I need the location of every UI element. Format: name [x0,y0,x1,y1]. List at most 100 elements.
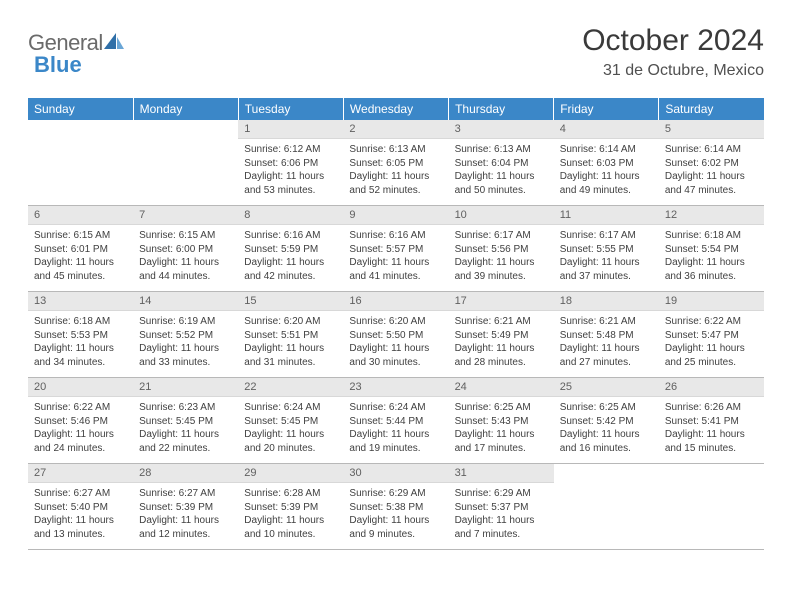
day-body: Sunrise: 6:26 AMSunset: 5:41 PMDaylight:… [659,397,764,463]
day-number: 30 [343,464,448,483]
daylight-text: Daylight: 11 hours and 42 minutes. [244,256,337,283]
day-number: 27 [28,464,133,483]
sunrise-text: Sunrise: 6:25 AM [455,401,548,415]
calendar-cell: 16Sunrise: 6:20 AMSunset: 5:50 PMDayligh… [343,292,448,378]
daylight-text: Daylight: 11 hours and 44 minutes. [139,256,232,283]
day-body: Sunrise: 6:20 AMSunset: 5:51 PMDaylight:… [238,311,343,377]
sunrise-text: Sunrise: 6:12 AM [244,143,337,157]
sunrise-text: Sunrise: 6:22 AM [665,315,758,329]
calendar-cell: . [659,464,764,550]
day-body: Sunrise: 6:21 AMSunset: 5:49 PMDaylight:… [449,311,554,377]
sunset-text: Sunset: 5:41 PM [665,415,758,429]
sunrise-text: Sunrise: 6:26 AM [665,401,758,415]
location-label: 31 de Octubre, Mexico [582,62,764,80]
header: General October 2024 31 de Octubre, Mexi… [28,24,764,80]
sunset-text: Sunset: 6:00 PM [139,243,232,257]
sunset-text: Sunset: 5:43 PM [455,415,548,429]
day-number: 23 [343,378,448,397]
day-body: Sunrise: 6:22 AMSunset: 5:47 PMDaylight:… [659,311,764,377]
day-body: Sunrise: 6:17 AMSunset: 5:55 PMDaylight:… [554,225,659,291]
day-number: 15 [238,292,343,311]
day-number: 16 [343,292,448,311]
page: General October 2024 31 de Octubre, Mexi… [0,0,792,574]
day-number: 7 [133,206,238,225]
day-body: Sunrise: 6:22 AMSunset: 5:46 PMDaylight:… [28,397,133,463]
day-body: Sunrise: 6:24 AMSunset: 5:45 PMDaylight:… [238,397,343,463]
logo-text-blue: Blue [34,52,82,78]
daylight-text: Daylight: 11 hours and 10 minutes. [244,514,337,541]
day-number: 18 [554,292,659,311]
daylight-text: Daylight: 11 hours and 20 minutes. [244,428,337,455]
sunset-text: Sunset: 5:57 PM [349,243,442,257]
sunset-text: Sunset: 5:59 PM [244,243,337,257]
day-number: 3 [449,120,554,139]
calendar-cell: 18Sunrise: 6:21 AMSunset: 5:48 PMDayligh… [554,292,659,378]
sunset-text: Sunset: 5:40 PM [34,501,127,515]
sunset-text: Sunset: 6:02 PM [665,157,758,171]
calendar-cell: 30Sunrise: 6:29 AMSunset: 5:38 PMDayligh… [343,464,448,550]
day-body: Sunrise: 6:15 AMSunset: 6:01 PMDaylight:… [28,225,133,291]
calendar-cell: 23Sunrise: 6:24 AMSunset: 5:44 PMDayligh… [343,378,448,464]
sunset-text: Sunset: 5:46 PM [34,415,127,429]
sunset-text: Sunset: 5:52 PM [139,329,232,343]
daylight-text: Daylight: 11 hours and 53 minutes. [244,170,337,197]
day-body: Sunrise: 6:23 AMSunset: 5:45 PMDaylight:… [133,397,238,463]
day-number: 6 [28,206,133,225]
calendar-cell: 24Sunrise: 6:25 AMSunset: 5:43 PMDayligh… [449,378,554,464]
sunset-text: Sunset: 6:03 PM [560,157,653,171]
daylight-text: Daylight: 11 hours and 47 minutes. [665,170,758,197]
sunrise-text: Sunrise: 6:13 AM [455,143,548,157]
day-number: 29 [238,464,343,483]
calendar-week: 13Sunrise: 6:18 AMSunset: 5:53 PMDayligh… [28,292,764,378]
day-body: Sunrise: 6:25 AMSunset: 5:42 PMDaylight:… [554,397,659,463]
day-number: 1 [238,120,343,139]
calendar-cell: 22Sunrise: 6:24 AMSunset: 5:45 PMDayligh… [238,378,343,464]
sunrise-text: Sunrise: 6:20 AM [349,315,442,329]
sunrise-text: Sunrise: 6:29 AM [349,487,442,501]
calendar-cell: . [554,464,659,550]
day-number: 12 [659,206,764,225]
day-body: Sunrise: 6:13 AMSunset: 6:04 PMDaylight:… [449,139,554,205]
daylight-text: Daylight: 11 hours and 31 minutes. [244,342,337,369]
calendar-cell: 2Sunrise: 6:13 AMSunset: 6:05 PMDaylight… [343,120,448,206]
sunset-text: Sunset: 5:47 PM [665,329,758,343]
dow-row: Sunday Monday Tuesday Wednesday Thursday… [28,98,764,120]
daylight-text: Daylight: 11 hours and 45 minutes. [34,256,127,283]
day-number: 21 [133,378,238,397]
month-title: October 2024 [582,24,764,58]
day-body: Sunrise: 6:19 AMSunset: 5:52 PMDaylight:… [133,311,238,377]
sunset-text: Sunset: 5:39 PM [244,501,337,515]
day-number: 14 [133,292,238,311]
calendar-week: 20Sunrise: 6:22 AMSunset: 5:46 PMDayligh… [28,378,764,464]
calendar-week: 27Sunrise: 6:27 AMSunset: 5:40 PMDayligh… [28,464,764,550]
day-body: Sunrise: 6:14 AMSunset: 6:03 PMDaylight:… [554,139,659,205]
daylight-text: Daylight: 11 hours and 49 minutes. [560,170,653,197]
sunrise-text: Sunrise: 6:23 AM [139,401,232,415]
sunset-text: Sunset: 5:42 PM [560,415,653,429]
sunset-text: Sunset: 5:56 PM [455,243,548,257]
sunset-text: Sunset: 5:44 PM [349,415,442,429]
title-block: October 2024 31 de Octubre, Mexico [582,24,764,80]
sunrise-text: Sunrise: 6:18 AM [34,315,127,329]
dow-monday: Monday [133,98,238,120]
day-body: Sunrise: 6:16 AMSunset: 5:59 PMDaylight:… [238,225,343,291]
day-number: 9 [343,206,448,225]
day-body: Sunrise: 6:24 AMSunset: 5:44 PMDaylight:… [343,397,448,463]
day-number: 31 [449,464,554,483]
sunset-text: Sunset: 5:37 PM [455,501,548,515]
day-number: 19 [659,292,764,311]
calendar-cell: 6Sunrise: 6:15 AMSunset: 6:01 PMDaylight… [28,206,133,292]
sunrise-text: Sunrise: 6:29 AM [455,487,548,501]
sunrise-text: Sunrise: 6:21 AM [455,315,548,329]
daylight-text: Daylight: 11 hours and 25 minutes. [665,342,758,369]
sunset-text: Sunset: 6:05 PM [349,157,442,171]
daylight-text: Daylight: 11 hours and 36 minutes. [665,256,758,283]
sunset-text: Sunset: 5:48 PM [560,329,653,343]
sunset-text: Sunset: 6:01 PM [34,243,127,257]
sunrise-text: Sunrise: 6:24 AM [244,401,337,415]
calendar-cell: 19Sunrise: 6:22 AMSunset: 5:47 PMDayligh… [659,292,764,378]
sunrise-text: Sunrise: 6:17 AM [455,229,548,243]
calendar-cell: 3Sunrise: 6:13 AMSunset: 6:04 PMDaylight… [449,120,554,206]
calendar-cell: 15Sunrise: 6:20 AMSunset: 5:51 PMDayligh… [238,292,343,378]
daylight-text: Daylight: 11 hours and 50 minutes. [455,170,548,197]
